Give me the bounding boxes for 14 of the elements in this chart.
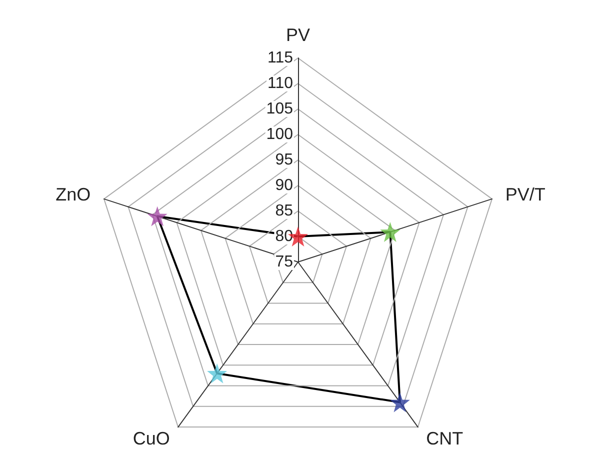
y-tick-label: 90 <box>275 177 294 194</box>
y-tick-label: 100 <box>266 126 294 143</box>
spoke-label: CNT <box>426 428 464 448</box>
y-tick-label: 110 <box>267 75 294 92</box>
y-tick-label: 75 <box>275 254 294 270</box>
spoke-label: PV <box>286 25 310 45</box>
y-tick-label: 95 <box>275 152 294 168</box>
spoke-label: ZnO <box>56 184 91 205</box>
y-tick-label: 115 <box>267 50 294 66</box>
y-tick-label: 105 <box>266 100 294 118</box>
y-tick-label: 85 <box>275 202 294 220</box>
y-tick-label: 80 <box>275 228 294 245</box>
spoke-label: PV/T <box>505 184 546 205</box>
spoke-label: CuO <box>132 428 170 448</box>
